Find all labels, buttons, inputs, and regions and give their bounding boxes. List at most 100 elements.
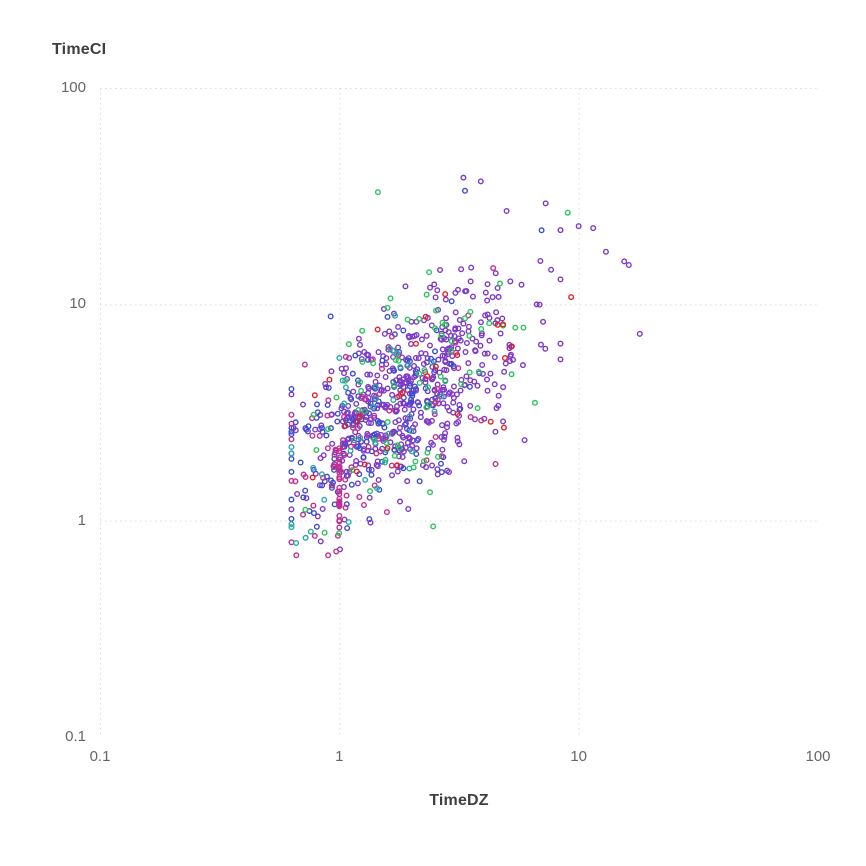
data-point[interactable] [540,318,547,325]
data-point[interactable] [418,336,425,343]
data-point[interactable] [388,462,395,469]
data-points-layer[interactable] [288,174,643,559]
data-point[interactable] [324,445,331,452]
data-point[interactable] [386,328,393,335]
data-point[interactable] [397,381,404,388]
data-point[interactable] [557,276,564,283]
data-point[interactable] [345,519,352,526]
data-point[interactable] [336,456,343,463]
data-point[interactable] [352,429,359,436]
data-point[interactable] [408,428,415,435]
data-point[interactable] [374,372,381,379]
data-point[interactable] [437,335,444,342]
data-point[interactable] [428,359,435,366]
data-point[interactable] [358,387,365,394]
data-point[interactable] [455,325,462,332]
data-point[interactable] [411,383,418,390]
data-point[interactable] [384,445,391,452]
data-point[interactable] [456,316,463,323]
data-point[interactable] [392,356,399,363]
data-point[interactable] [353,458,360,465]
data-point[interactable] [537,257,544,264]
data-point[interactable] [430,523,437,530]
data-point[interactable] [299,401,306,408]
data-point[interactable] [507,351,514,358]
data-point[interactable] [342,384,349,391]
data-point[interactable] [432,294,439,301]
data-point[interactable] [388,333,395,340]
data-point[interactable] [438,332,445,339]
data-point[interactable] [439,319,446,326]
data-point[interactable] [474,405,481,412]
data-point[interactable] [329,440,336,447]
data-point[interactable] [495,392,502,399]
data-point[interactable] [361,408,368,415]
data-point[interactable] [458,266,465,273]
data-point[interactable] [636,330,643,337]
data-point[interactable] [467,308,474,315]
data-point[interactable] [396,393,403,400]
data-point[interactable] [358,356,365,363]
data-point[interactable] [341,370,348,377]
data-point[interactable] [433,307,440,314]
data-point[interactable] [542,200,549,207]
data-point[interactable] [368,448,375,455]
data-point[interactable] [438,453,445,460]
data-point[interactable] [484,297,491,304]
data-point[interactable] [347,447,354,454]
data-point[interactable] [442,296,449,303]
data-point[interactable] [493,309,500,316]
data-point[interactable] [297,459,304,466]
data-point[interactable] [415,355,422,362]
data-point[interactable] [428,355,435,362]
data-point[interactable] [409,442,416,449]
data-point[interactable] [401,400,408,407]
data-point[interactable] [420,458,427,465]
data-point[interactable] [472,348,479,355]
data-point[interactable] [355,335,362,342]
data-point[interactable] [354,425,361,432]
data-point[interactable] [432,399,439,406]
data-point[interactable] [379,357,386,364]
data-point[interactable] [438,393,445,400]
data-point[interactable] [374,485,381,492]
data-point[interactable] [364,432,371,439]
data-point[interactable] [423,332,430,339]
data-point[interactable] [382,373,389,380]
data-point[interactable] [495,293,502,300]
data-point[interactable] [412,355,419,362]
data-point[interactable] [437,373,444,380]
data-point[interactable] [365,443,372,450]
data-point[interactable] [389,391,396,398]
data-point[interactable] [422,313,429,320]
data-point[interactable] [350,388,357,395]
data-point[interactable] [352,352,359,359]
data-point[interactable] [500,424,507,431]
data-point[interactable] [293,540,300,547]
data-point[interactable] [431,408,438,415]
data-point[interactable] [401,406,408,413]
data-point[interactable] [372,378,379,385]
data-point[interactable] [521,437,528,444]
data-point[interactable] [395,357,402,364]
data-point[interactable] [300,494,307,501]
data-point[interactable] [400,327,407,334]
data-point[interactable] [423,404,430,411]
data-point[interactable] [487,418,494,425]
data-point[interactable] [392,407,399,414]
data-point[interactable] [442,378,449,385]
data-point[interactable] [359,358,366,365]
data-point[interactable] [336,524,343,531]
data-point[interactable] [288,420,295,427]
data-point[interactable] [338,365,345,372]
data-point[interactable] [288,455,295,462]
data-point[interactable] [349,422,356,429]
data-point[interactable] [339,440,346,447]
data-point[interactable] [492,428,499,435]
data-point[interactable] [405,434,412,441]
data-point[interactable] [288,386,295,393]
data-point[interactable] [371,412,378,419]
data-point[interactable] [413,332,420,339]
data-point[interactable] [533,301,540,308]
data-point[interactable] [510,356,517,363]
